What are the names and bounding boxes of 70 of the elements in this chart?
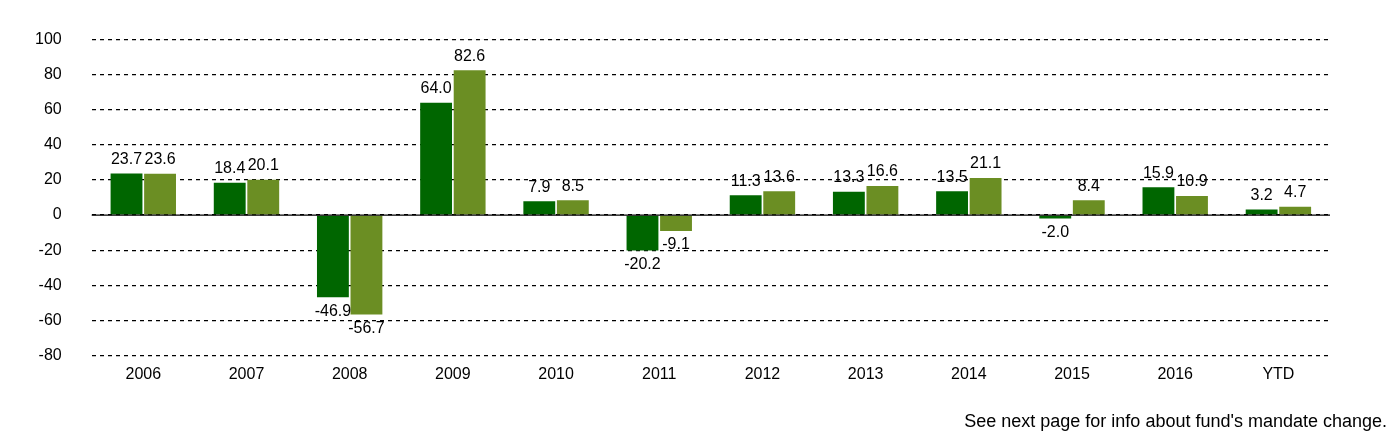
y-tick-label: 100: [34, 30, 62, 48]
bar: [626, 215, 659, 251]
data-label: -56.7: [348, 318, 385, 336]
data-label: 18.4: [214, 159, 246, 177]
data-label: 21.1: [970, 154, 1002, 172]
y-tick-label: 20: [43, 170, 62, 188]
data-label: 3.2: [1250, 185, 1273, 203]
y-tick-label: 0: [52, 205, 62, 223]
text: See next page for info about fund's mandate change.: [964, 411, 1387, 432]
data-label: 15.9: [1142, 163, 1175, 181]
data-label: 4.7: [1284, 183, 1307, 201]
bar: [213, 182, 246, 215]
data-label: 8.4: [1077, 176, 1101, 194]
data-label: 82.6: [454, 46, 486, 64]
data-label: -2.0: [1041, 222, 1070, 240]
bar: [453, 70, 486, 215]
y-tick-label: -40: [38, 275, 62, 293]
x-tick-label: 2007: [228, 365, 265, 383]
y-tick-label: 60: [43, 100, 62, 118]
y-tick-label: 40: [43, 135, 62, 153]
bar: [866, 185, 899, 215]
bar: [832, 191, 865, 215]
bar: [763, 191, 796, 215]
data-label: 10.9: [1176, 172, 1208, 190]
bar: [1279, 206, 1312, 215]
data-label: -9.1: [662, 235, 690, 253]
y-tick-label: -20: [38, 240, 62, 258]
data-label: 11.3: [730, 171, 761, 189]
bar: [1142, 187, 1175, 215]
data-label: 13.6: [763, 167, 795, 185]
data-label: 16.6: [866, 162, 899, 180]
x-tick-label: 2011: [642, 365, 677, 383]
bar: [350, 215, 383, 315]
data-label: 13.5: [936, 167, 968, 185]
data-label: 20.1: [247, 156, 279, 174]
x-tick-label: 2008: [331, 365, 368, 383]
bar: [247, 179, 280, 215]
bar: [1176, 195, 1208, 215]
data-label: -20.2: [624, 254, 661, 272]
x-tick-label: 2016: [1157, 365, 1194, 383]
bar: [556, 200, 589, 215]
bar: [1039, 215, 1072, 219]
bar: [969, 178, 1002, 215]
x-tick-label: 2015: [1054, 365, 1090, 383]
bar: [316, 215, 349, 298]
x-tick-label: YTD: [1262, 365, 1295, 383]
data-label: 7.9: [528, 177, 551, 195]
x-tick-label: 2009: [435, 365, 471, 383]
bar: [523, 201, 556, 215]
data-label: 64.0: [420, 79, 452, 97]
bar: [420, 102, 453, 215]
data-label: 23.7: [110, 149, 143, 167]
y-tick-label: -80: [38, 345, 62, 363]
bar: [936, 191, 968, 215]
bar: [1245, 209, 1278, 215]
x-tick-label: 2013: [847, 365, 884, 383]
x-tick-label: 2006: [125, 365, 162, 383]
x-tick-label: 2012: [744, 365, 781, 383]
data-label: 23.6: [144, 150, 176, 168]
y-tick-label: 80: [43, 65, 62, 83]
x-tick-label: 2014: [951, 365, 987, 383]
y-tick-label: -60: [38, 310, 62, 328]
bar: [660, 215, 692, 232]
bar: [110, 173, 143, 215]
data-label: -46.9: [314, 301, 352, 319]
x-tick-label: 2010: [538, 365, 574, 383]
bar: [144, 173, 176, 215]
data-label: 13.3: [833, 168, 865, 186]
bar: [729, 195, 762, 215]
bar: [1072, 200, 1105, 215]
